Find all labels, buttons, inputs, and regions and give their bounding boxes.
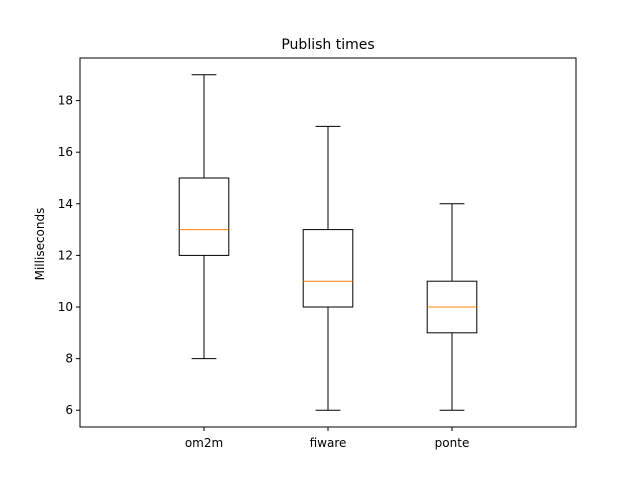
x-tick-label: om2m [185, 436, 223, 450]
y-axis-label: Milliseconds [33, 208, 47, 281]
y-tick-label: 8 [65, 352, 73, 366]
y-tick-label: 16 [58, 145, 73, 159]
box-fiware [302, 229, 354, 308]
y-tick-label: 6 [65, 403, 73, 417]
chart-title: Publish times [281, 37, 374, 53]
box-om2m [178, 177, 230, 256]
x-tick-label: ponte [435, 436, 470, 450]
x-tick-label: fiware [310, 436, 347, 450]
y-tick-label: 10 [58, 300, 73, 314]
y-tick-label: 14 [58, 197, 73, 211]
y-tick-label: 12 [58, 248, 73, 262]
y-tick-label: 18 [58, 94, 73, 108]
plot-area: 6 8 10 12 14 16 18 om2m fiware ponte [58, 57, 577, 450]
